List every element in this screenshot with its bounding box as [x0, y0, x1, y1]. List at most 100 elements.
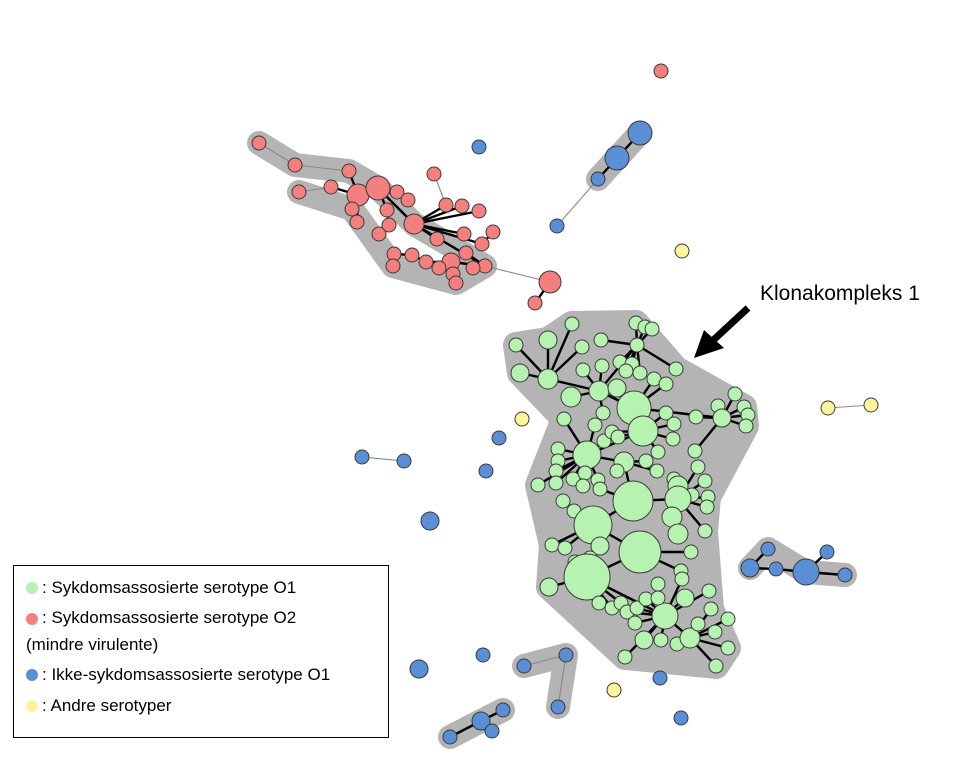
node-o1-disease — [617, 649, 633, 665]
node-o1-non-disease — [550, 699, 566, 715]
node-o2-disease — [465, 260, 481, 276]
node-o1-disease — [592, 481, 608, 497]
node-o2-disease — [458, 245, 474, 261]
node-o1-non-disease — [549, 218, 565, 234]
node-other-serotype — [514, 411, 530, 427]
node-o1-disease — [587, 417, 603, 433]
legend-swatch-o2-disease — [26, 612, 38, 625]
node-o1-disease — [573, 505, 613, 545]
node-o1-disease — [720, 611, 736, 627]
node-o1-disease — [572, 440, 602, 470]
node-o1-non-disease — [768, 561, 784, 577]
node-o1-disease — [697, 473, 713, 489]
node-o1-disease — [556, 411, 572, 427]
node-o2-disease — [474, 236, 490, 252]
node-o2-disease — [251, 135, 267, 151]
annotation-arrow-shaft — [705, 305, 751, 348]
node-o1-disease — [538, 330, 558, 350]
node-o1-non-disease — [516, 658, 532, 674]
node-o1-disease — [679, 627, 701, 649]
node-o2-disease — [371, 226, 387, 242]
node-o1-disease — [688, 409, 704, 425]
node-o1-disease — [595, 405, 611, 421]
node-o2-disease — [456, 226, 472, 242]
node-o1-disease — [632, 365, 648, 381]
node-o1-disease — [665, 431, 681, 447]
node-o1-non-disease — [652, 670, 668, 686]
node-o1-disease — [708, 658, 724, 674]
node-o2-disease — [381, 217, 397, 233]
node-o1-disease — [638, 453, 654, 469]
node-o1-disease — [612, 480, 654, 522]
node-o1-disease — [591, 595, 607, 611]
node-o1-disease — [564, 316, 580, 332]
node-o1-non-disease — [409, 659, 429, 679]
node-o2-disease — [438, 197, 454, 213]
node-o1-disease — [668, 361, 684, 377]
legend: : Sykdomsassosierte serotype O1 : Sykdom… — [13, 565, 389, 738]
node-o1-disease — [651, 602, 679, 630]
network-edge — [412, 222, 484, 246]
node-o1-disease — [539, 577, 559, 597]
node-o1-non-disease — [604, 145, 630, 171]
annotation-arrow-head — [694, 330, 724, 358]
node-o2-disease — [379, 202, 395, 218]
node-o1-disease — [577, 465, 593, 481]
node-o1-disease — [530, 477, 546, 493]
node-o1-disease — [574, 339, 590, 355]
node-o1-disease — [675, 588, 695, 608]
node-o1-non-disease — [627, 120, 653, 146]
node-o2-disease — [527, 295, 543, 311]
node-o1-non-disease — [475, 647, 491, 663]
node-o1-disease — [687, 443, 703, 459]
node-o1-non-disease — [792, 558, 820, 586]
node-o1-non-disease — [442, 729, 458, 745]
node-o2-disease — [538, 270, 562, 294]
node-o2-disease — [448, 275, 464, 291]
node-o1-disease — [510, 363, 530, 383]
node-o2-disease — [341, 163, 357, 179]
node-o1-disease — [508, 337, 524, 353]
node-o1-disease — [644, 321, 660, 337]
clonal-complex-label: Klonakompleks 1 — [760, 282, 920, 305]
node-o2-disease — [454, 198, 470, 214]
node-o2-disease — [485, 224, 501, 240]
node-o1-disease — [627, 615, 643, 631]
node-o2-disease — [429, 231, 445, 247]
node-o1-disease — [607, 378, 627, 398]
node-o1-non-disease — [354, 449, 370, 465]
network-edge — [557, 654, 567, 708]
legend-label-o1-non-disease: : Ikke-sykdomsassosierte serotype O1 — [42, 665, 331, 685]
node-o1-disease — [650, 590, 666, 606]
legend-swatch-other — [26, 699, 38, 712]
node-o1-disease — [650, 576, 666, 592]
node-o1-disease — [588, 380, 610, 402]
node-o2-disease — [344, 201, 360, 217]
node-o1-disease — [720, 640, 736, 656]
network-edge — [412, 209, 481, 226]
node-o2-disease — [365, 175, 391, 201]
node-o1-disease — [575, 478, 591, 494]
node-o1-disease — [649, 463, 665, 479]
node-o2-disease — [653, 63, 669, 79]
node-o1-disease — [658, 376, 674, 392]
node-o1-disease — [537, 368, 559, 390]
node-o1-non-disease — [396, 453, 412, 469]
node-o1-disease — [674, 571, 690, 587]
node-o1-disease — [544, 537, 560, 553]
node-o2-disease — [471, 203, 487, 219]
node-o1-disease — [653, 632, 669, 648]
node-o2-disease — [400, 192, 416, 208]
node-o1-disease — [575, 362, 591, 378]
node-o1-disease — [699, 499, 715, 515]
node-o1-disease — [609, 463, 625, 479]
node-o1-disease — [690, 459, 706, 475]
node-o1-non-disease — [484, 723, 500, 739]
network-edge — [294, 164, 350, 172]
node-other-serotype — [674, 243, 690, 259]
node-o1-disease — [618, 363, 634, 379]
node-o2-disease — [349, 214, 365, 230]
node-other-serotype — [820, 400, 836, 416]
node-o1-disease — [690, 616, 706, 632]
node-o1-disease — [590, 536, 610, 556]
